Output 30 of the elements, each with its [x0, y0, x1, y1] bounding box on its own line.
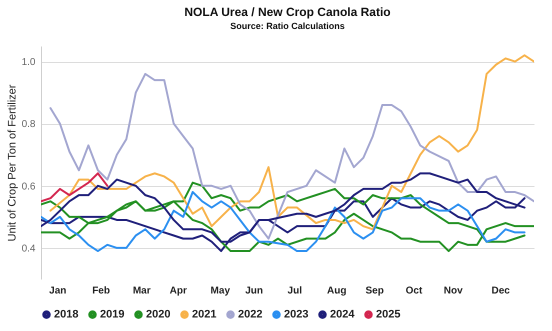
x-tick-label: Nov	[444, 286, 464, 296]
y-axis-title: Unit of Crop Per Ton of Fertilizer	[6, 84, 19, 242]
x-tick-label: Jun	[245, 286, 264, 296]
x-tick-label: Mar	[132, 286, 151, 296]
legend-label: 2019	[100, 308, 124, 321]
x-tick-label: Jan	[49, 286, 66, 296]
legend-label: 2025	[376, 308, 400, 321]
chart-title: NOLA Urea / New Crop Canola Ratio	[184, 5, 391, 19]
x-tick-label: Jul	[288, 286, 302, 296]
y-tick-label: 0.8	[22, 119, 36, 130]
line-series	[49, 54, 534, 230]
y-tick-label: 1.0	[22, 57, 36, 68]
y-tick-label: 0.4	[22, 243, 36, 254]
legend-label: 2020	[146, 308, 170, 321]
x-tick-label: Dec	[491, 286, 510, 296]
chart-subtitle: Source: Ratio Calculations	[230, 21, 345, 31]
x-tick-label: Sep	[366, 286, 384, 296]
x-tick-label: May	[210, 286, 230, 296]
legend-label: 2022	[238, 308, 262, 321]
legend-label: 2023	[284, 308, 308, 321]
line-series	[41, 172, 108, 202]
line-series	[49, 72, 534, 240]
x-tick-label: Feb	[92, 286, 110, 296]
legend-label: 2018	[54, 308, 78, 321]
x-tick-label: Aug	[327, 286, 346, 296]
legend-label: 2024	[330, 308, 356, 321]
x-tick-label: Oct	[406, 286, 423, 296]
x-tick-label: Apr	[170, 286, 188, 296]
y-tick-label: 0.6	[22, 181, 36, 192]
legend-label: 2021	[192, 308, 216, 321]
